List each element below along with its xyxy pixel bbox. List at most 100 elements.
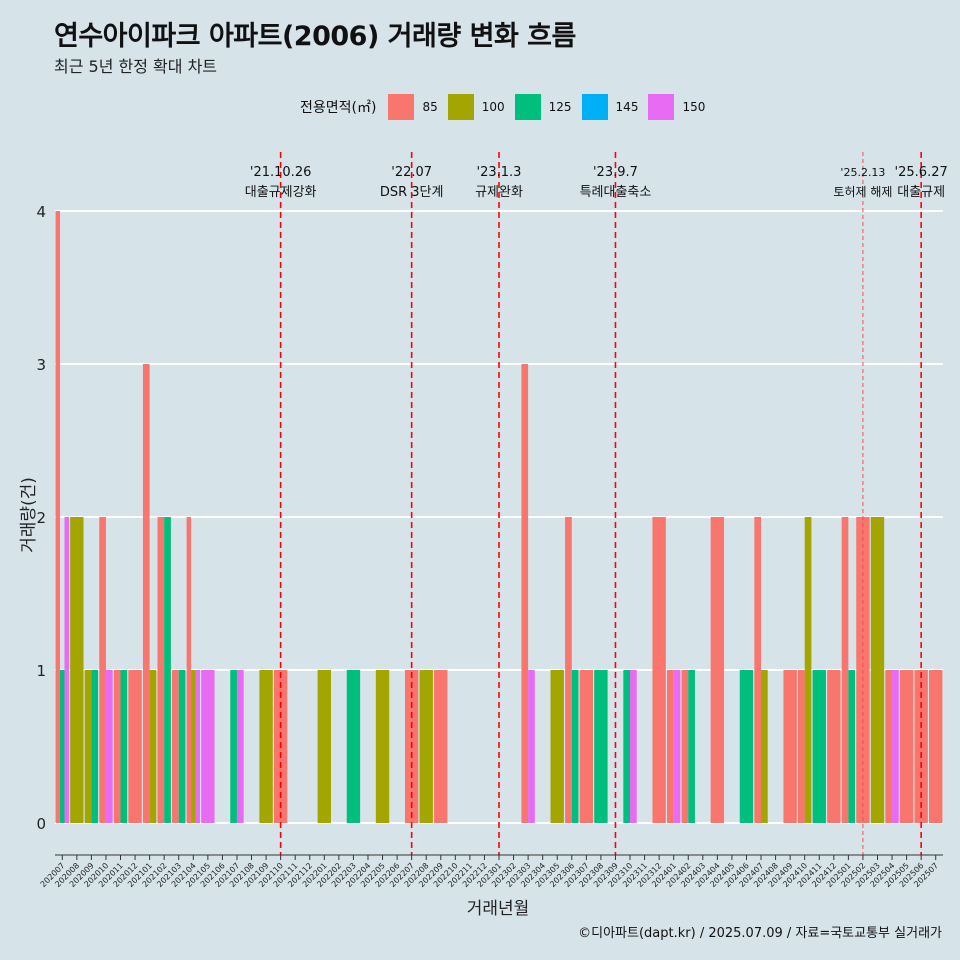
x-axis-label: 거래년월	[467, 899, 530, 919]
bar-202306-125	[571, 670, 579, 823]
bar-202407-85	[754, 517, 762, 823]
bar-202007-125	[60, 670, 65, 823]
bar-202410-85	[798, 670, 805, 823]
legend-swatch-125	[514, 94, 541, 120]
y-tick-label: 0	[36, 815, 46, 833]
annotation-label: 규제완화	[475, 185, 523, 200]
bar-202507-85	[929, 670, 943, 823]
bar-202011-85	[113, 670, 121, 823]
bar-202501-85	[841, 517, 849, 823]
bar-202303-150	[528, 670, 535, 823]
annotation-label: 대출규제	[897, 185, 945, 200]
bar-202208-100	[419, 670, 433, 823]
bar-202101-100	[149, 670, 157, 823]
legend-item-145: 145	[581, 94, 639, 120]
legend-label-85: 85	[422, 100, 438, 114]
bar-202103-85	[172, 670, 179, 823]
bar-202504-85	[885, 670, 893, 823]
annotation-label: 토허제 해제	[833, 185, 892, 199]
bar-202503-100	[870, 517, 885, 823]
annotation-date: '25.6.27	[895, 165, 948, 180]
annotation-date: '25.2.13	[840, 166, 885, 179]
y-axis-label: 거래량(건)	[19, 477, 39, 553]
annotation-label: 특례대출축소	[580, 185, 652, 200]
bar-202407-100	[761, 670, 768, 823]
bar-202107-150	[236, 670, 244, 823]
bar-202104-85	[186, 517, 192, 823]
bars	[55, 211, 943, 823]
bar-202310-125	[623, 670, 631, 823]
y-axis: 0 1 2 3 4	[36, 203, 46, 833]
bar-202209-85	[434, 670, 448, 823]
bar-202402-125	[688, 670, 695, 823]
bar-202505-85	[899, 670, 914, 823]
bar-202010-85	[99, 517, 106, 823]
bar-202104-100	[191, 670, 196, 823]
bar-202312-85	[652, 517, 666, 823]
source-caption: ©디아파트(dapt.kr) / 2025.07.09 / 자료=국토교통부 실…	[578, 926, 942, 941]
bar-202007-150	[64, 517, 69, 823]
bar-202011-125	[120, 670, 128, 823]
annotation-label: 대출규제강화	[245, 185, 317, 200]
bar-202412-85	[827, 670, 841, 823]
bar-202308-125	[594, 670, 608, 823]
y-tick-label: 4	[36, 203, 46, 221]
chart-subtitle: 최근 5년 한정 확대 차트	[54, 57, 218, 76]
annotation-date: '23.1.3	[477, 165, 522, 180]
legend-item-125: 125	[514, 94, 572, 120]
legend-swatch-145	[581, 94, 608, 120]
y-tick-label: 1	[36, 662, 46, 680]
x-axis: 2020072020082020092020102020112020122021…	[39, 854, 943, 889]
annotations: '21.10.26 대출규제강화 '22.07 DSR 3단계 '23.1.3 규제완화 '…	[245, 152, 948, 855]
bar-202411-125	[812, 670, 826, 823]
chart-title: 연수아이파크 아파트(2006) 거래량 변화 흐름	[54, 21, 576, 52]
legend: 전용면적(㎡) 85 100 125 145 150	[300, 92, 715, 122]
legend-label-100: 100	[481, 100, 505, 114]
legend-swatch-150	[648, 94, 675, 120]
bar-202501-125	[848, 670, 856, 823]
bar-202203-125	[346, 670, 361, 823]
bar-202409-85	[783, 670, 797, 823]
bar-202010-150	[105, 670, 113, 823]
legend-title: 전용면적(㎡)	[300, 100, 377, 116]
bar-202007-85	[55, 211, 61, 823]
annotation-date: '22.07	[391, 165, 432, 180]
legend-swatch-85	[388, 94, 415, 120]
bar-202303-85	[521, 364, 529, 823]
bar-202105-150	[201, 670, 215, 823]
legend-label-150: 150	[682, 100, 706, 114]
bar-202109-100	[259, 670, 273, 823]
annotation-date: '21.10.26	[250, 165, 311, 180]
legend-label-125: 125	[548, 100, 572, 114]
y-tick-label: 3	[36, 356, 46, 374]
bar-202404-85	[710, 517, 725, 823]
legend-label-145: 145	[615, 100, 639, 114]
bar-202008-100	[70, 517, 84, 823]
bar-202504-150	[892, 670, 899, 823]
bar-202012-85	[128, 670, 142, 823]
bar-202201-100	[317, 670, 332, 823]
bar-202401-85	[666, 670, 674, 823]
bar-202402-85	[681, 670, 689, 823]
bar-202101-85	[142, 364, 150, 823]
bar-202310-150	[630, 670, 637, 823]
bar-202305-100	[550, 670, 564, 823]
legend-item-100: 100	[447, 94, 505, 120]
bar-202406-125	[739, 670, 754, 823]
bar-202410-100	[804, 517, 812, 823]
bar-202102-85	[157, 517, 165, 823]
legend-item-85: 85	[388, 94, 438, 120]
bar-202107-125	[230, 670, 237, 823]
bar-202401-150	[673, 670, 681, 823]
bar-202104-150	[195, 670, 200, 823]
bar-202307-85	[579, 670, 594, 823]
bar-202102-125	[164, 517, 171, 823]
bar-202205-100	[375, 670, 390, 823]
annotation-label: DSR 3단계	[380, 185, 444, 200]
legend-swatch-100	[447, 94, 474, 120]
y-tick-label: 2	[36, 509, 46, 527]
bar-202009-125	[91, 670, 99, 823]
annotation-date: '23.9.7	[593, 165, 638, 180]
legend-item-150: 150	[648, 94, 705, 120]
